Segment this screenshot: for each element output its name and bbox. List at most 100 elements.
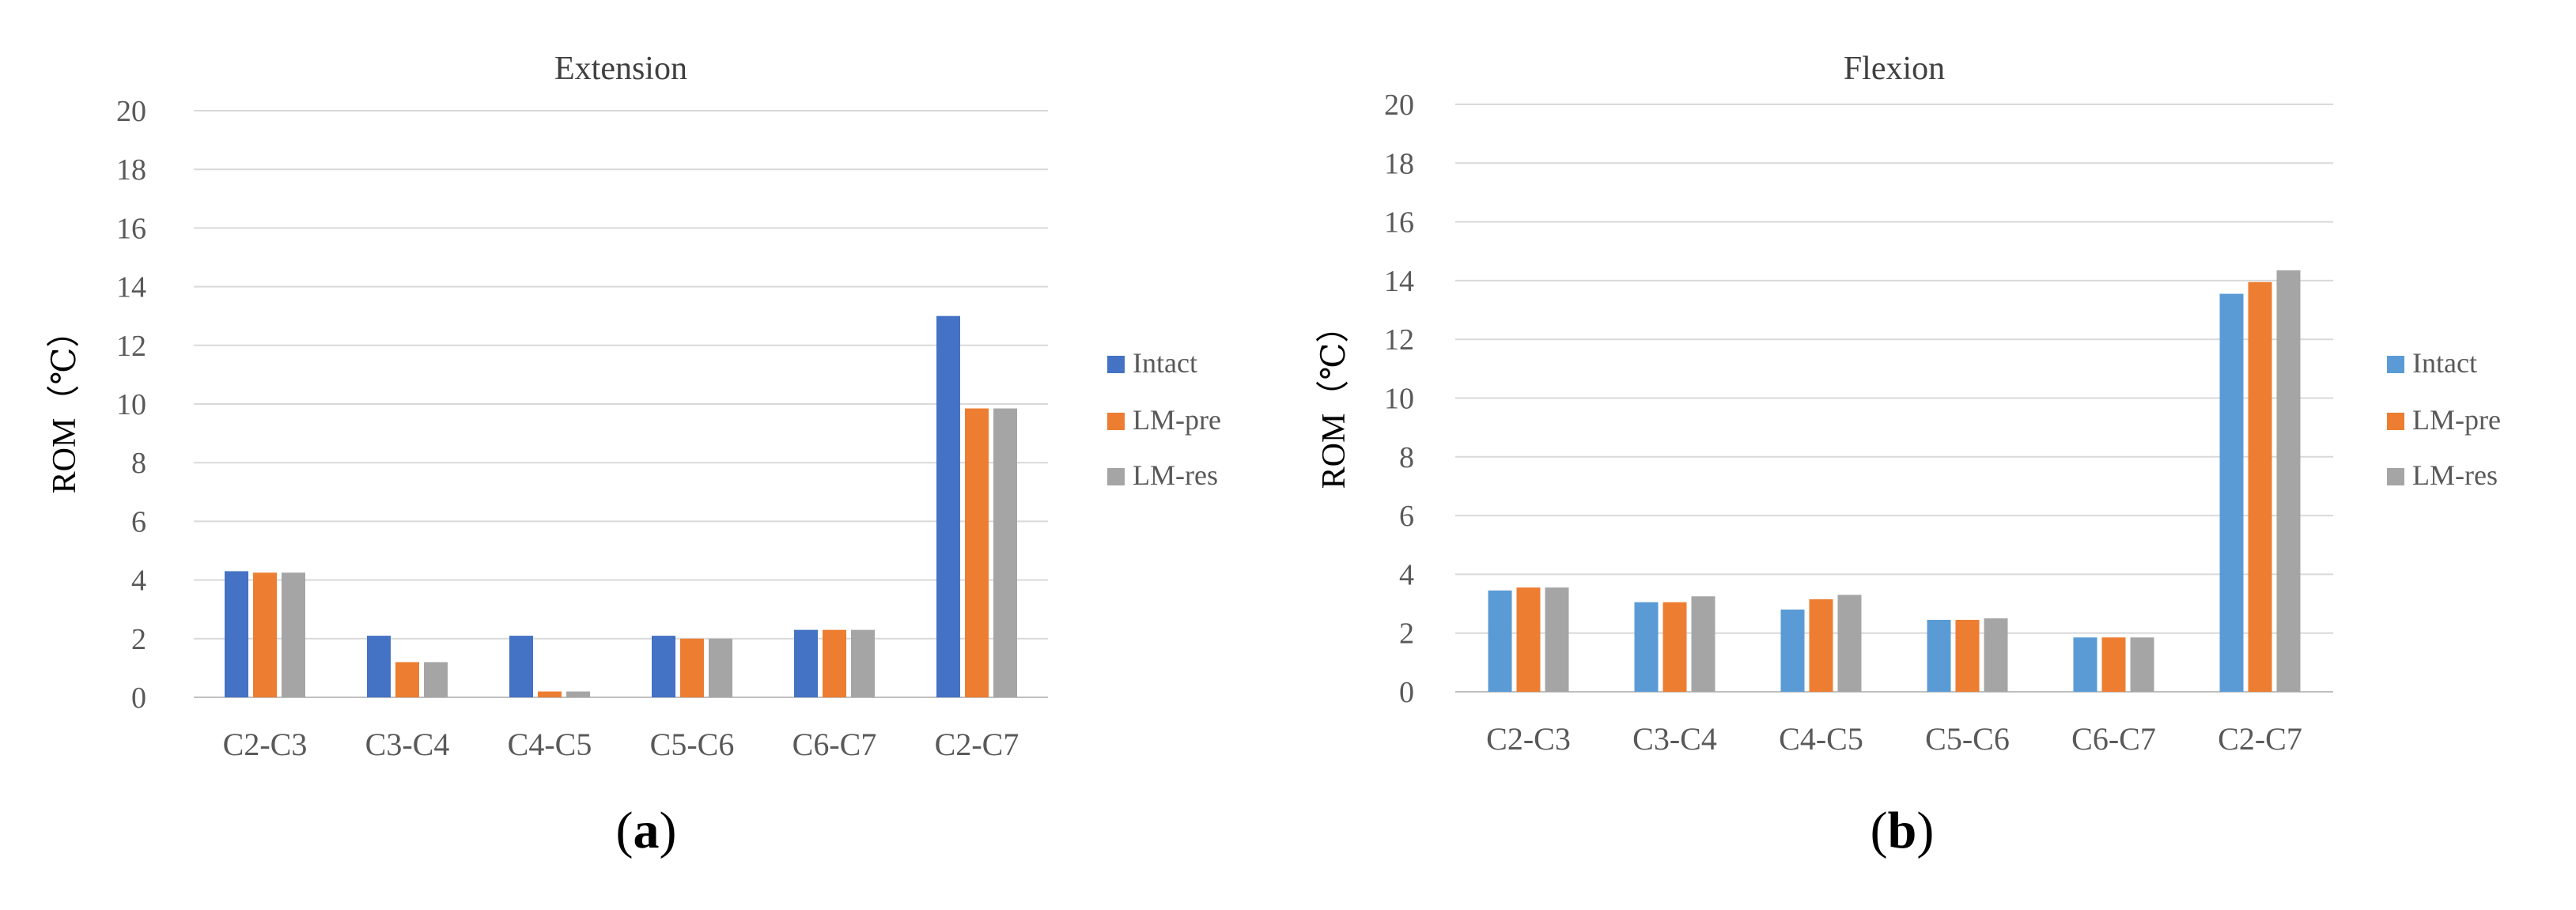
bar-intact-c2-c3 xyxy=(225,571,248,697)
legend-label: LM-pre xyxy=(1133,404,1221,436)
bar-lm-res-c6-c7 xyxy=(2130,637,2154,692)
bar-lm-res-c3-c4 xyxy=(424,662,448,697)
x-tick-label: C4-C5 xyxy=(1779,721,1863,757)
bar-intact-c3-c4 xyxy=(1634,602,1659,692)
gridlines xyxy=(1455,104,2333,693)
bars xyxy=(225,315,1017,697)
legend: Intact LM-pre LM-res xyxy=(1107,347,1221,491)
y-tick-label: 2 xyxy=(131,623,146,656)
x-tick-label: C5-C6 xyxy=(1925,721,2010,757)
bar-lm-pre-c6-c7 xyxy=(2101,637,2126,692)
bar-intact-c5-c6 xyxy=(1927,619,1951,692)
legend-label: LM-res xyxy=(1133,459,1218,491)
panel-letter: b xyxy=(1888,802,1917,859)
y-tick-labels: 0 2 4 6 8 10 12 14 16 18 20 xyxy=(116,95,146,715)
bar-lm-res-c5-c6 xyxy=(1984,618,2008,692)
legend-label: LM-res xyxy=(2412,459,2498,491)
panel-label: (a) xyxy=(616,802,677,859)
bar-lm-pre-c2-c7 xyxy=(2248,281,2272,692)
bar-intact-c4-c5 xyxy=(1780,609,1805,692)
panel-label: (b) xyxy=(1871,802,1935,859)
y-tick-label: 12 xyxy=(116,330,146,363)
bar-lm-pre-c2-c7 xyxy=(965,408,989,697)
chart-panel-a: Extension ROM（℃） 0 2 4 6 8 10 12 14 16 18 20 C2-C3… xyxy=(47,51,1221,859)
y-tick-label: 12 xyxy=(1384,323,1414,357)
bar-intact-c2-c7 xyxy=(936,315,960,697)
bar-lm-pre-c4-c5 xyxy=(538,691,562,697)
legend-swatch xyxy=(1107,468,1125,485)
y-tick-labels: 0 2 4 6 8 10 12 14 16 18 20 xyxy=(1384,89,1414,709)
y-tick-label: 6 xyxy=(131,505,146,538)
x-tick-label: C2-C3 xyxy=(1486,721,1571,757)
bar-intact-c2-c3 xyxy=(1488,590,1512,692)
legend: Intact LM-pre LM-res xyxy=(2387,347,2501,491)
y-tick-label: 10 xyxy=(1384,383,1414,416)
x-tick-label: C3-C4 xyxy=(365,727,450,762)
bar-lm-pre-c5-c6 xyxy=(1955,619,1980,692)
x-tick-label: C3-C4 xyxy=(1632,721,1717,757)
bar-lm-res-c5-c6 xyxy=(709,638,732,697)
bar-intact-c2-c7 xyxy=(2219,293,2244,692)
y-tick-label: 14 xyxy=(116,271,146,304)
legend-label: Intact xyxy=(2412,347,2477,379)
bar-lm-pre-c2-c3 xyxy=(253,572,277,697)
legend-swatch xyxy=(2387,468,2404,485)
y-axis-label: ROM（℃） xyxy=(1316,310,1352,489)
x-tick-label: C6-C7 xyxy=(792,727,877,762)
bar-lm-res-c2-c3 xyxy=(1545,587,1569,692)
bar-lm-res-c4-c5 xyxy=(1837,595,1862,692)
y-tick-label: 20 xyxy=(116,95,146,128)
panel-letter: a xyxy=(634,802,660,859)
y-tick-label: 6 xyxy=(1399,500,1414,533)
bar-lm-res-c3-c4 xyxy=(1691,596,1715,692)
x-tick-labels: C2-C3 C3-C4 C4-C5 C5-C6 C6-C7 C2-C7 xyxy=(1486,721,2302,757)
x-tick-label: C2-C7 xyxy=(935,727,1019,762)
x-tick-label: C2-C3 xyxy=(223,727,308,762)
bar-lm-res-c2-c3 xyxy=(282,572,305,697)
chart-title: Flexion xyxy=(1844,51,1945,87)
y-tick-label: 8 xyxy=(131,447,146,480)
x-tick-label: C4-C5 xyxy=(508,727,592,762)
legend-swatch xyxy=(2387,413,2404,430)
y-tick-label: 14 xyxy=(1384,265,1414,298)
y-tick-label: 16 xyxy=(116,212,146,245)
y-tick-label: 10 xyxy=(116,388,146,421)
bar-intact-c3-c4 xyxy=(367,636,391,697)
bar-intact-c5-c6 xyxy=(652,636,675,697)
y-tick-label: 0 xyxy=(131,682,146,715)
bar-lm-res-c2-c7 xyxy=(2276,270,2301,693)
chart-panel-b: Flexion ROM（℃） 0 2 4 6 8 10 12 14 16 18 20 C2-C3 C3… xyxy=(1316,51,2501,859)
gridlines xyxy=(194,110,1048,698)
x-tick-label: C5-C6 xyxy=(650,727,735,762)
y-tick-label: 0 xyxy=(1399,676,1414,709)
bar-lm-pre-c2-c3 xyxy=(1516,587,1541,692)
bar-lm-res-c2-c7 xyxy=(993,408,1017,697)
bar-lm-pre-c4-c5 xyxy=(1809,598,1833,692)
x-tick-label: C2-C7 xyxy=(2218,721,2302,757)
bar-lm-pre-c6-c7 xyxy=(823,629,846,697)
bar-lm-res-c4-c5 xyxy=(566,691,590,697)
x-tick-labels: C2-C3 C3-C4 C4-C5 C5-C6 C6-C7 C2-C7 xyxy=(223,727,1019,762)
x-tick-label: C6-C7 xyxy=(2071,721,2156,757)
chart-title: Extension xyxy=(554,51,687,87)
legend-swatch xyxy=(2387,356,2404,373)
bar-intact-c6-c7 xyxy=(794,629,818,697)
bar-lm-pre-c3-c4 xyxy=(1662,602,1687,692)
y-axis-label: ROM（℃） xyxy=(47,315,83,494)
y-tick-label: 18 xyxy=(116,153,146,187)
y-tick-label: 2 xyxy=(1399,617,1414,651)
y-tick-label: 20 xyxy=(1384,89,1414,122)
bar-lm-res-c6-c7 xyxy=(851,629,875,697)
y-tick-label: 4 xyxy=(1399,558,1414,591)
bar-intact-c6-c7 xyxy=(2073,637,2097,692)
bar-intact-c4-c5 xyxy=(509,636,533,697)
y-tick-label: 4 xyxy=(131,565,146,598)
legend-swatch xyxy=(1107,413,1125,430)
y-tick-label: 8 xyxy=(1399,441,1414,474)
y-tick-label: 18 xyxy=(1384,147,1414,180)
legend-label: LM-pre xyxy=(2412,404,2501,436)
bar-lm-pre-c5-c6 xyxy=(680,638,704,697)
y-tick-label: 16 xyxy=(1384,206,1414,240)
legend-label: Intact xyxy=(1133,347,1197,379)
